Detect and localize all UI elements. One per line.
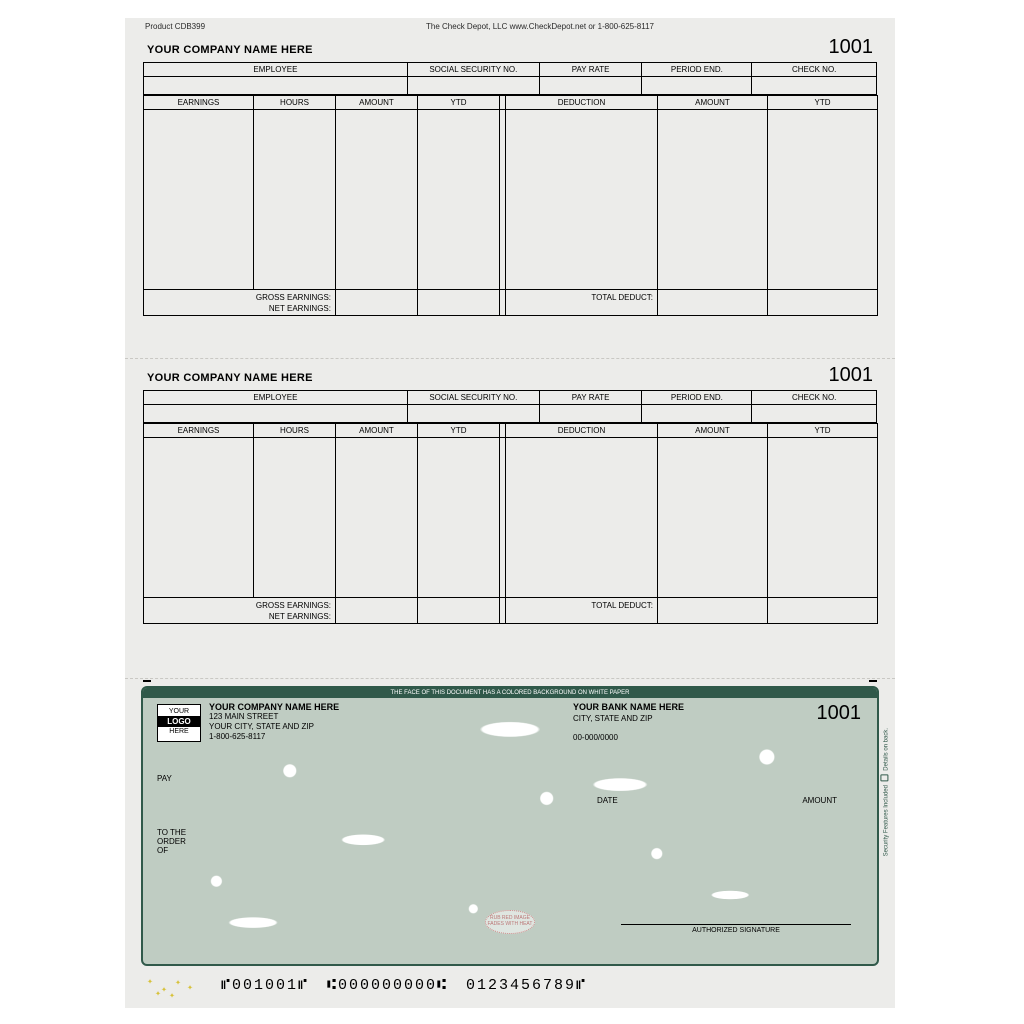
addr-line3: 1-800-625-8117: [209, 732, 339, 742]
to-the-label: TO THE: [157, 828, 186, 837]
stub-company-row: YOUR COMPANY NAME HERE 1001: [143, 36, 877, 62]
col-ded-ytd: YTD: [768, 96, 878, 110]
c2-gross: GROSS EARNINGS:: [148, 600, 331, 611]
check-company-name: YOUR COMPANY NAME HERE: [209, 702, 339, 712]
product-code: Product CDB399: [145, 22, 205, 34]
micr-line: ✦✦✦✦✦✦ ⑈001001⑈ ⑆000000000⑆ 0123456789⑈: [143, 970, 877, 1000]
col-ytd: YTD: [418, 96, 500, 110]
check-number: 1001: [817, 702, 862, 725]
check-sheet: Product CDB399 The Check Depot, LLC www.…: [125, 18, 895, 1008]
col-ssn: SOCIAL SECURITY NO.: [407, 63, 539, 77]
addr-line2: YOUR CITY, STATE AND ZIP: [209, 722, 339, 732]
logo-placeholder: YOUR LOGO HERE: [157, 704, 201, 742]
check-topbar: THE FACE OF THIS DOCUMENT HAS A COLORED …: [143, 688, 877, 698]
stub-header-blank: [144, 77, 877, 95]
tick-left: [143, 680, 151, 682]
micr-account: 0123456789⑈: [466, 977, 587, 994]
signature-line: AUTHORIZED SIGNATURE: [621, 924, 851, 934]
stub-header-table: EMPLOYEE SOCIAL SECURITY NO. PAY RATE PE…: [143, 62, 877, 95]
col-checkno: CHECK NO.: [752, 63, 877, 77]
stub-check-number: 1001: [829, 36, 874, 59]
detail-footer-row: GROSS EARNINGS: NET EARNINGS: TOTAL DEDU…: [144, 290, 878, 316]
logo-top: YOUR: [158, 707, 200, 716]
c2-ytd: YTD: [418, 424, 500, 438]
date-label: DATE: [597, 796, 618, 805]
stub-top: Product CDB399 The Check Depot, LLC www.…: [143, 22, 877, 354]
col-rate: PAY RATE: [539, 63, 642, 77]
c2-checkno: CHECK NO.: [752, 391, 877, 405]
detail-header-row: EARNINGS HOURS AMOUNT YTD DEDUCTION AMOU…: [144, 96, 878, 110]
gross-net-label: GROSS EARNINGS: NET EARNINGS:: [144, 290, 336, 316]
company-address: YOUR COMPANY NAME HERE 123 MAIN STREET Y…: [209, 702, 339, 742]
col-ded-amount: AMOUNT: [658, 96, 768, 110]
order-of-text: ORDEROF: [157, 837, 186, 855]
micr-routing: ⑆000000000⑆: [327, 977, 448, 994]
c2-rate: PAY RATE: [539, 391, 642, 405]
c2-ded: DEDUCTION: [506, 424, 658, 438]
c2-amt: AMOUNT: [336, 424, 418, 438]
col-hours: HOURS: [254, 96, 336, 110]
stub2-header-table: EMPLOYEESOCIAL SECURITY NO.PAY RATEPERIO…: [143, 390, 877, 423]
stub2-company-name: YOUR COMPANY NAME HERE: [147, 372, 313, 384]
product-line: Product CDB399 The Check Depot, LLC www.…: [143, 22, 877, 34]
logo-mid: LOGO: [158, 716, 200, 727]
addr-line1: 123 MAIN STREET: [209, 712, 339, 722]
total-deduct-label: TOTAL DEDUCT:: [506, 290, 658, 316]
stub-middle: YOUR COMPANY NAME HERE 1001 EMPLOYEESOCI…: [143, 364, 877, 676]
col-earnings: EARNINGS: [144, 96, 254, 110]
c2-employee: EMPLOYEE: [144, 391, 408, 405]
c2-totded: TOTAL DEDUCT:: [506, 598, 658, 624]
c2-ssn: SOCIAL SECURITY NO.: [407, 391, 539, 405]
hologram-sparkles: ✦✦✦✦✦✦: [143, 974, 203, 996]
c2-earn: EARNINGS: [144, 424, 254, 438]
col-deduction: DEDUCTION: [506, 96, 658, 110]
pay-label: PAY: [157, 774, 172, 783]
security-side-text: Security Features Included Details on ba…: [879, 728, 889, 856]
c2-damt: AMOUNT: [658, 424, 768, 438]
stub2-check-number: 1001: [829, 364, 874, 387]
stub-company-name: YOUR COMPANY NAME HERE: [147, 44, 313, 56]
check-panel: THE FACE OF THIS DOCUMENT HAS A COLORED …: [141, 686, 879, 966]
tick-right: [869, 680, 877, 682]
col-amount: AMOUNT: [336, 96, 418, 110]
lock-icon: [880, 774, 888, 781]
bank-city: CITY, STATE AND ZIP: [573, 713, 684, 724]
net-earnings-label: NET EARNINGS:: [148, 303, 331, 314]
stub-header-row: EMPLOYEE SOCIAL SECURITY NO. PAY RATE PE…: [144, 63, 877, 77]
thermochromic-seal: RUB RED IMAGEFADES WITH HEAT: [485, 910, 535, 934]
perforation-1: [125, 358, 895, 359]
perforation-2: [125, 678, 895, 679]
detail-body-row: [144, 110, 878, 290]
col-period: PERIOD END.: [642, 63, 752, 77]
stub-detail-table: EARNINGS HOURS AMOUNT YTD DEDUCTION AMOU…: [143, 95, 878, 316]
amount-label: AMOUNT: [802, 796, 837, 805]
c2-dytd: YTD: [768, 424, 878, 438]
gross-earnings-label: GROSS EARNINGS:: [148, 292, 331, 303]
bank-name: YOUR BANK NAME HERE: [573, 702, 684, 713]
order-of-label: TO THE ORDEROF: [157, 828, 186, 855]
col-employee: EMPLOYEE: [144, 63, 408, 77]
micr-check: ⑈001001⑈: [221, 977, 309, 994]
c2-net: NET EARNINGS:: [148, 611, 331, 622]
stub2-detail-table: EARNINGSHOURSAMOUNTYTD DEDUCTIONAMOUNTYT…: [143, 423, 878, 624]
bank-block: YOUR BANK NAME HERE CITY, STATE AND ZIP …: [573, 702, 684, 743]
vendor-line: The Check Depot, LLC www.CheckDepot.net …: [426, 22, 654, 34]
logo-bottom: HERE: [158, 727, 200, 736]
c2-hours: HOURS: [254, 424, 336, 438]
stub2-company-row: YOUR COMPANY NAME HERE 1001: [143, 364, 877, 390]
c2-period: PERIOD END.: [642, 391, 752, 405]
bank-routing: 00-000/0000: [573, 732, 684, 743]
